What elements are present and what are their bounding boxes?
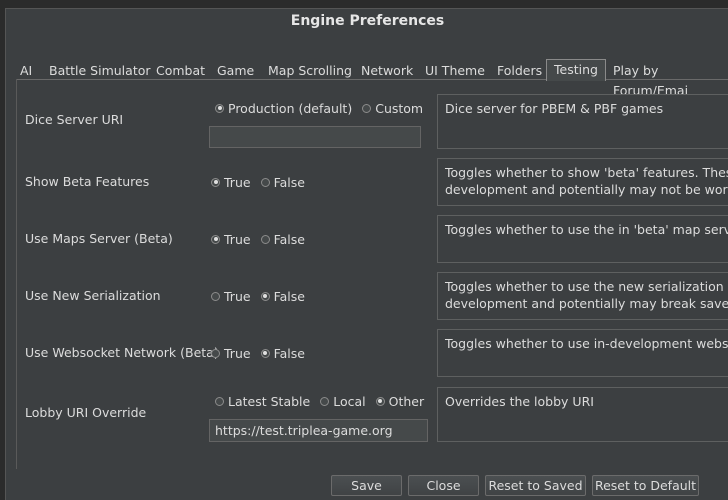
setting-label: Use New Serialization [25, 288, 161, 303]
radio-option[interactable]: Custom [362, 100, 423, 116]
radio-label: Production (default) [228, 100, 353, 116]
setting-label: Dice Server URI [25, 112, 124, 127]
radio-option[interactable]: Local [320, 393, 366, 409]
description-box: Toggles whether to show 'beta' features.… [437, 158, 728, 206]
radio-button[interactable] [211, 234, 220, 244]
radio-option[interactable]: False [260, 231, 305, 247]
description-line: Toggles whether to use the new serializa… [445, 279, 728, 294]
radio-button[interactable] [215, 396, 224, 406]
tab[interactable]: UI Theme [425, 63, 485, 78]
lobby-uri-input[interactable]: https://test.triplea-game.org [209, 419, 428, 442]
tab-divider [16, 79, 728, 80]
radio-label: Custom [375, 100, 424, 116]
button[interactable]: Reset to Default [592, 475, 699, 496]
radio-label: False [273, 231, 305, 247]
radio-button[interactable] [260, 348, 270, 358]
radio-option[interactable]: True [211, 174, 251, 190]
description-line: Overrides the lobby URI [445, 394, 594, 409]
dialog: Engine Preferences AI Battle Simulator Com… [5, 8, 728, 500]
description-line: Dice server for PBEM & PBF games [445, 101, 664, 116]
radio-option[interactable]: True [211, 288, 251, 304]
setting-label: Lobby URI Override [25, 405, 147, 420]
dialog-title: Engine Preferences [290, 13, 445, 29]
tab[interactable]: Combat [156, 63, 206, 78]
radio-label: False [273, 345, 305, 361]
radio-label: False [273, 288, 305, 304]
radio-option[interactable]: Other [375, 393, 425, 409]
radio-label: Local [333, 393, 366, 409]
radio-button[interactable] [260, 177, 270, 187]
radio-label: True [224, 174, 251, 190]
description-box: Dice server for PBEM & PBF games [437, 94, 728, 149]
tab[interactable]: Game [217, 63, 255, 78]
tab[interactable]: Folders [497, 63, 543, 78]
dice-uri-input[interactable] [209, 126, 421, 148]
radio-button[interactable] [260, 234, 270, 244]
setting-label: Use Websocket Network (Beta) [25, 345, 219, 360]
radio-label: False [273, 174, 305, 190]
description-line: Toggles whether to show 'beta' features.… [445, 165, 728, 180]
radio-option[interactable]: False [260, 345, 305, 361]
radio-option[interactable]: False [260, 174, 305, 190]
button[interactable]: Reset to Saved [485, 475, 586, 496]
radio-button[interactable] [362, 103, 372, 113]
radio-label: Latest Stable [228, 393, 311, 409]
description-line: development and potentially may not be w… [445, 182, 728, 197]
tab[interactable]: Play by Forum/Emai [613, 63, 689, 98]
radio-option[interactable]: Latest Stable [215, 393, 310, 409]
description-box: Overrides the lobby URI [437, 387, 728, 442]
radio-button[interactable] [211, 348, 220, 358]
description-box: Toggles whether to use in-development we… [437, 329, 728, 377]
tab[interactable]: AI [20, 63, 33, 78]
description-line: Toggles whether to use the in 'beta' map… [445, 222, 728, 237]
description-line: development and potentially may break sa… [445, 296, 728, 311]
setting-label: Use Maps Server (Beta) [25, 231, 173, 246]
radio-option[interactable]: False [260, 288, 305, 304]
radio-label: True [224, 288, 251, 304]
tab[interactable]: Map Scrolling [268, 63, 352, 78]
radio-option[interactable]: Production (default) [215, 100, 352, 116]
radio-button[interactable] [260, 291, 270, 301]
tab[interactable]: Testing [546, 59, 606, 81]
button[interactable]: Save [331, 475, 402, 496]
radio-button[interactable] [320, 396, 330, 406]
tab[interactable]: Network [361, 63, 414, 78]
radio-button[interactable] [215, 103, 224, 113]
button[interactable]: Close [408, 475, 479, 496]
setting-label: Show Beta Features [25, 174, 150, 189]
radio-label: True [224, 345, 251, 361]
radio-option[interactable]: True [211, 231, 251, 247]
tab[interactable]: Battle Simulator [49, 63, 151, 78]
radio-button[interactable] [375, 396, 385, 406]
description-line: Toggles whether to use in-development we… [445, 336, 728, 351]
radio-button[interactable] [211, 291, 220, 301]
radio-option[interactable]: True [211, 345, 251, 361]
description-box: Toggles whether to use the in 'beta' map… [437, 215, 728, 263]
radio-button[interactable] [211, 177, 220, 187]
radio-label: Other [388, 393, 425, 409]
radio-label: True [224, 231, 251, 247]
panel-border [16, 79, 17, 469]
description-box: Toggles whether to use the new serializa… [437, 272, 728, 320]
